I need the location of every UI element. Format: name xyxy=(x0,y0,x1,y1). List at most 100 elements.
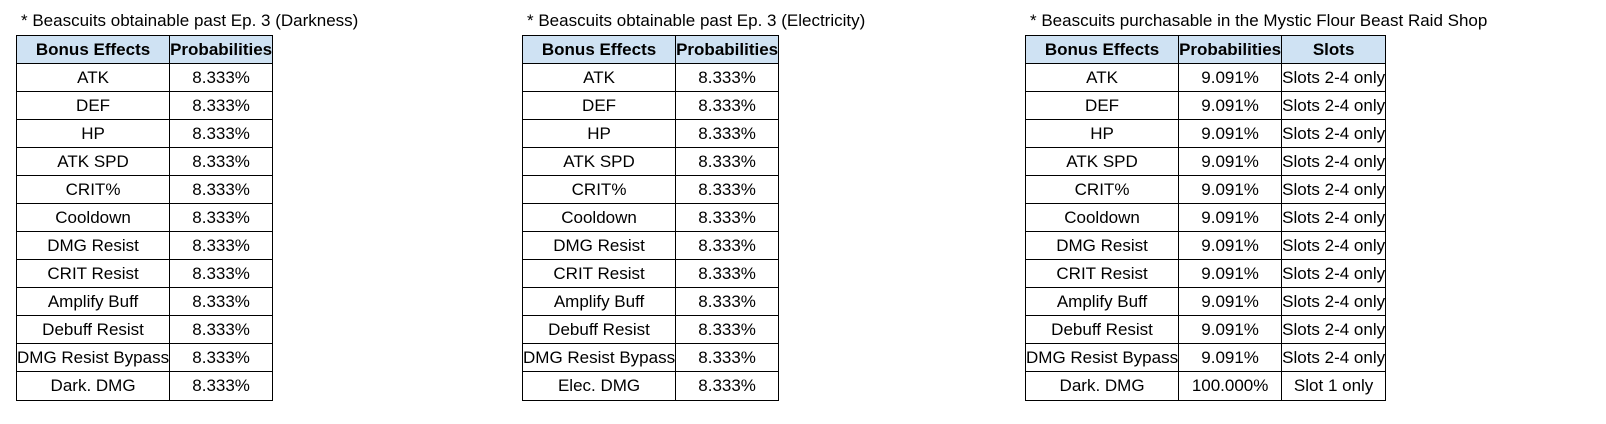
cell-bonus-effect: ATK xyxy=(15,63,171,92)
table-row: Debuff Resist 9.091% Slots 2-4 only xyxy=(1024,315,1387,344)
cell-bonus-effect: HP xyxy=(521,119,677,148)
table-row: CRIT% 9.091% Slots 2-4 only xyxy=(1024,175,1387,204)
table-body: ATK 8.333% DEF 8.333% HP 8.333% ATK SPD 8.333% C… xyxy=(15,63,274,401)
table-row: CRIT% 8.333% xyxy=(521,175,780,204)
cell-bonus-effect: DMG Resist xyxy=(1024,231,1180,260)
table-row: Dark. DMG 100.000% Slot 1 only xyxy=(1024,371,1387,401)
cell-probability: 8.333% xyxy=(675,91,780,120)
cell-probability: 8.333% xyxy=(169,203,274,232)
cell-probability: 8.333% xyxy=(169,175,274,204)
table-caption: * Beascuits obtainable past Ep. 3 (Elect… xyxy=(527,11,866,30)
cell-bonus-effect: Dark. DMG xyxy=(15,371,171,401)
probability-table-darkness: Bonus Effects Probabilities ATK 8.333% DEF… xyxy=(15,35,274,401)
cell-probability: 8.333% xyxy=(169,91,274,120)
cell-slots: Slots 2-4 only xyxy=(1281,343,1387,372)
cell-bonus-effect: DMG Resist xyxy=(15,231,171,260)
cell-probability: 9.091% xyxy=(1178,315,1283,344)
cell-bonus-effect: CRIT% xyxy=(521,175,677,204)
table-row: Cooldown 8.333% xyxy=(521,203,780,232)
cell-slots: Slot 1 only xyxy=(1281,371,1387,401)
cell-bonus-effect: Amplify Buff xyxy=(15,287,171,316)
cell-bonus-effect: DEF xyxy=(1024,91,1180,120)
cell-probability: 8.333% xyxy=(675,287,780,316)
table-row: Debuff Resist 8.333% xyxy=(15,315,274,344)
header-bonus-effects: Bonus Effects xyxy=(1024,35,1180,64)
table-row: ATK SPD 9.091% Slots 2-4 only xyxy=(1024,147,1387,176)
table-row: Elec. DMG 8.333% xyxy=(521,371,780,401)
table-row: DEF 8.333% xyxy=(521,91,780,120)
table-body: ATK 9.091% Slots 2-4 only DEF 9.091% Slots 2-… xyxy=(1024,63,1387,401)
cell-probability: 8.333% xyxy=(169,287,274,316)
cell-probability: 8.333% xyxy=(675,259,780,288)
cell-slots: Slots 2-4 only xyxy=(1281,259,1387,288)
table-row: Cooldown 8.333% xyxy=(15,203,274,232)
cell-bonus-effect: CRIT Resist xyxy=(521,259,677,288)
cell-probability: 8.333% xyxy=(169,259,274,288)
cell-bonus-effect: ATK SPD xyxy=(15,147,171,176)
table-row: DMG Resist 9.091% Slots 2-4 only xyxy=(1024,231,1387,260)
cell-probability: 8.333% xyxy=(675,63,780,92)
cell-bonus-effect: Debuff Resist xyxy=(1024,315,1180,344)
table-row: Cooldown 9.091% Slots 2-4 only xyxy=(1024,203,1387,232)
table-row: ATK SPD 8.333% xyxy=(521,147,780,176)
cell-bonus-effect: ATK xyxy=(521,63,677,92)
header-bonus-effects: Bonus Effects xyxy=(15,35,171,64)
cell-probability: 8.333% xyxy=(169,63,274,92)
cell-bonus-effect: DMG Resist xyxy=(521,231,677,260)
header-probabilities: Probabilities xyxy=(1178,35,1283,64)
cell-slots: Slots 2-4 only xyxy=(1281,63,1387,92)
probability-table-electricity: Bonus Effects Probabilities ATK 8.333% DEF… xyxy=(521,35,780,401)
table-row: DMG Resist Bypass 8.333% xyxy=(15,343,274,372)
cell-bonus-effect: Amplify Buff xyxy=(1024,287,1180,316)
table-row: DEF 9.091% Slots 2-4 only xyxy=(1024,91,1387,120)
cell-slots: Slots 2-4 only xyxy=(1281,231,1387,260)
cell-probability: 8.333% xyxy=(169,119,274,148)
cell-bonus-effect: ATK SPD xyxy=(521,147,677,176)
cell-probability: 9.091% xyxy=(1178,203,1283,232)
cell-bonus-effect: CRIT% xyxy=(1024,175,1180,204)
cell-bonus-effect: HP xyxy=(1024,119,1180,148)
cell-bonus-effect: Elec. DMG xyxy=(521,371,677,401)
cell-bonus-effect: Amplify Buff xyxy=(521,287,677,316)
cell-bonus-effect: CRIT Resist xyxy=(1024,259,1180,288)
header-slots: Slots xyxy=(1281,35,1387,64)
cell-slots: Slots 2-4 only xyxy=(1281,175,1387,204)
table-row: Debuff Resist 8.333% xyxy=(521,315,780,344)
cell-probability: 9.091% xyxy=(1178,343,1283,372)
cell-probability: 8.333% xyxy=(675,175,780,204)
cell-bonus-effect: Cooldown xyxy=(15,203,171,232)
table-row: ATK 8.333% xyxy=(521,63,780,92)
cell-probability: 8.333% xyxy=(675,343,780,372)
table-row: CRIT Resist 9.091% Slots 2-4 only xyxy=(1024,259,1387,288)
probability-table-raid-shop: Bonus Effects Probabilities Slots ATK 9.0… xyxy=(1024,35,1387,401)
cell-probability: 8.333% xyxy=(169,371,274,401)
cell-bonus-effect: DEF xyxy=(15,91,171,120)
header-probabilities: Probabilities xyxy=(169,35,274,64)
header-probabilities: Probabilities xyxy=(675,35,780,64)
table-row: CRIT Resist 8.333% xyxy=(15,259,274,288)
table-row: DMG Resist Bypass 8.333% xyxy=(521,343,780,372)
cell-slots: Slots 2-4 only xyxy=(1281,203,1387,232)
cell-slots: Slots 2-4 only xyxy=(1281,147,1387,176)
table-row: ATK 9.091% Slots 2-4 only xyxy=(1024,63,1387,92)
cell-probability: 9.091% xyxy=(1178,175,1283,204)
cell-slots: Slots 2-4 only xyxy=(1281,287,1387,316)
cell-bonus-effect: DMG Resist Bypass xyxy=(15,343,171,372)
table-row: Amplify Buff 9.091% Slots 2-4 only xyxy=(1024,287,1387,316)
cell-probability: 9.091% xyxy=(1178,231,1283,260)
cell-probability: 9.091% xyxy=(1178,119,1283,148)
table-row: Amplify Buff 8.333% xyxy=(15,287,274,316)
table-row: HP 9.091% Slots 2-4 only xyxy=(1024,119,1387,148)
cell-slots: Slots 2-4 only xyxy=(1281,91,1387,120)
table-row: HP 8.333% xyxy=(521,119,780,148)
cell-probability: 8.333% xyxy=(675,203,780,232)
cell-slots: Slots 2-4 only xyxy=(1281,315,1387,344)
cell-probability: 8.333% xyxy=(675,119,780,148)
cell-probability: 8.333% xyxy=(169,315,274,344)
cell-probability: 8.333% xyxy=(675,147,780,176)
cell-bonus-effect: Cooldown xyxy=(521,203,677,232)
table-row: ATK SPD 8.333% xyxy=(15,147,274,176)
cell-probability: 8.333% xyxy=(169,231,274,260)
table-row: Dark. DMG 8.333% xyxy=(15,371,274,401)
header-bonus-effects: Bonus Effects xyxy=(521,35,677,64)
